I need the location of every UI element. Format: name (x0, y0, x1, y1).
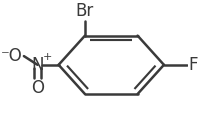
Text: +: + (43, 52, 52, 62)
Text: ⁻O: ⁻O (1, 47, 23, 64)
Text: N: N (31, 56, 44, 74)
Text: O: O (31, 79, 44, 97)
Text: Br: Br (76, 2, 94, 20)
Text: F: F (188, 56, 198, 74)
